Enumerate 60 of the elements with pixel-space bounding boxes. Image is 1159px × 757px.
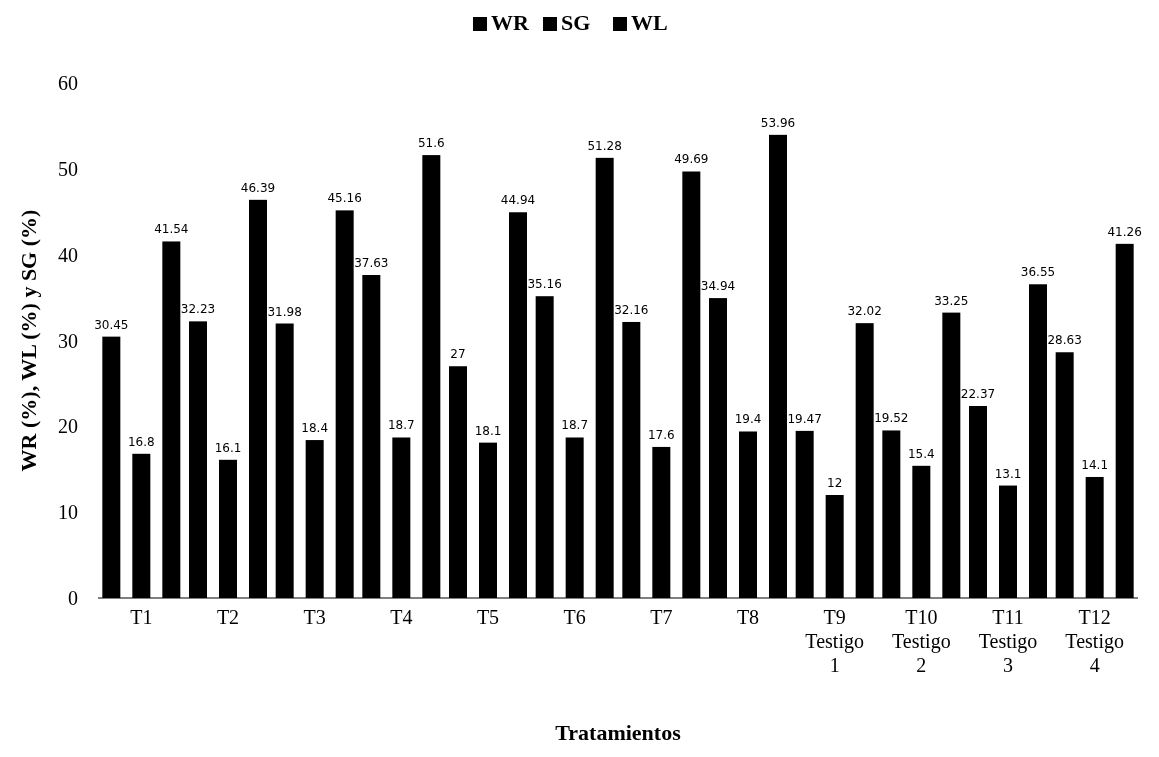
data-label: 19.4 bbox=[734, 412, 762, 427]
data-label: 53.96 bbox=[760, 115, 796, 130]
x-tick-label: T6 bbox=[563, 606, 586, 628]
data-label: 45.16 bbox=[327, 191, 362, 206]
data-label: 13.1 bbox=[994, 466, 1022, 481]
y-tick-label: 30 bbox=[58, 329, 78, 352]
data-label: 51.6 bbox=[417, 136, 445, 151]
data-label: 33.25 bbox=[934, 293, 969, 308]
x-tick-label: T1 bbox=[130, 606, 153, 628]
data-label: 49.69 bbox=[674, 152, 709, 167]
data-label: 36.55 bbox=[1020, 265, 1056, 280]
data-label: 34.94 bbox=[700, 279, 736, 294]
x-tick-label: T4 bbox=[390, 606, 413, 628]
x-tick-label: T9 Testigo 1 bbox=[805, 606, 864, 676]
x-tick-label: T11 Testigo 3 bbox=[978, 606, 1038, 676]
legend-label: SG bbox=[561, 10, 591, 35]
data-label: 16.1 bbox=[214, 440, 242, 455]
x-tick-label: T5 bbox=[476, 606, 500, 628]
data-label: 15.4 bbox=[907, 446, 935, 461]
data-label: 32.02 bbox=[847, 304, 882, 319]
data-label: 37.63 bbox=[354, 256, 389, 271]
x-tick-label: T12 Testigo 4 bbox=[1065, 606, 1124, 676]
data-label: 30.45 bbox=[94, 317, 129, 332]
x-tick-label: T10 Testigo 2 bbox=[892, 606, 951, 676]
data-label: 46.39 bbox=[240, 180, 276, 195]
data-label: 18.1 bbox=[474, 423, 502, 438]
data-label: 17.6 bbox=[647, 427, 675, 442]
data-label: 41.54 bbox=[154, 222, 189, 237]
y-tick-label: 50 bbox=[58, 157, 78, 180]
x-tick-label: T2 bbox=[216, 606, 240, 628]
data-label: 27 bbox=[450, 347, 466, 362]
y-axis-title: WR (%), WL (%) y SG (%) bbox=[16, 209, 41, 472]
data-label: 22.37 bbox=[960, 386, 996, 401]
data-label: 18.7 bbox=[387, 418, 415, 433]
data-label: 28.63 bbox=[1047, 333, 1082, 348]
x-tick-label: T7 bbox=[650, 606, 673, 628]
data-label: 51.28 bbox=[587, 138, 622, 153]
data-label: 19.47 bbox=[787, 411, 822, 426]
data-label: 12 bbox=[827, 476, 843, 490]
data-label: 16.8 bbox=[127, 434, 155, 449]
data-label: 18.4 bbox=[301, 421, 329, 436]
legend-label: WL bbox=[631, 10, 668, 35]
x-tick-label: T3 bbox=[303, 606, 326, 628]
data-label: 31.98 bbox=[267, 304, 302, 319]
y-tick-label: 40 bbox=[58, 243, 78, 266]
data-label: 14.1 bbox=[1081, 457, 1109, 472]
data-label: 41.26 bbox=[1107, 224, 1142, 239]
y-tick-label: 60 bbox=[58, 72, 78, 94]
legend-label: WR bbox=[491, 10, 530, 35]
x-axis-title: Tratamientos bbox=[555, 720, 682, 745]
data-label: 35.16 bbox=[527, 277, 562, 292]
data-label: 32.23 bbox=[180, 302, 216, 317]
data-label: 18.7 bbox=[561, 418, 589, 433]
x-tick-label: T8 bbox=[736, 606, 760, 628]
y-tick-label: 10 bbox=[58, 501, 78, 524]
y-tick-label: 0 bbox=[68, 587, 78, 609]
data-label: 44.94 bbox=[500, 193, 536, 208]
data-label: 19.52 bbox=[874, 411, 909, 426]
y-tick-label: 20 bbox=[58, 415, 78, 438]
data-label: 32.16 bbox=[614, 302, 649, 317]
